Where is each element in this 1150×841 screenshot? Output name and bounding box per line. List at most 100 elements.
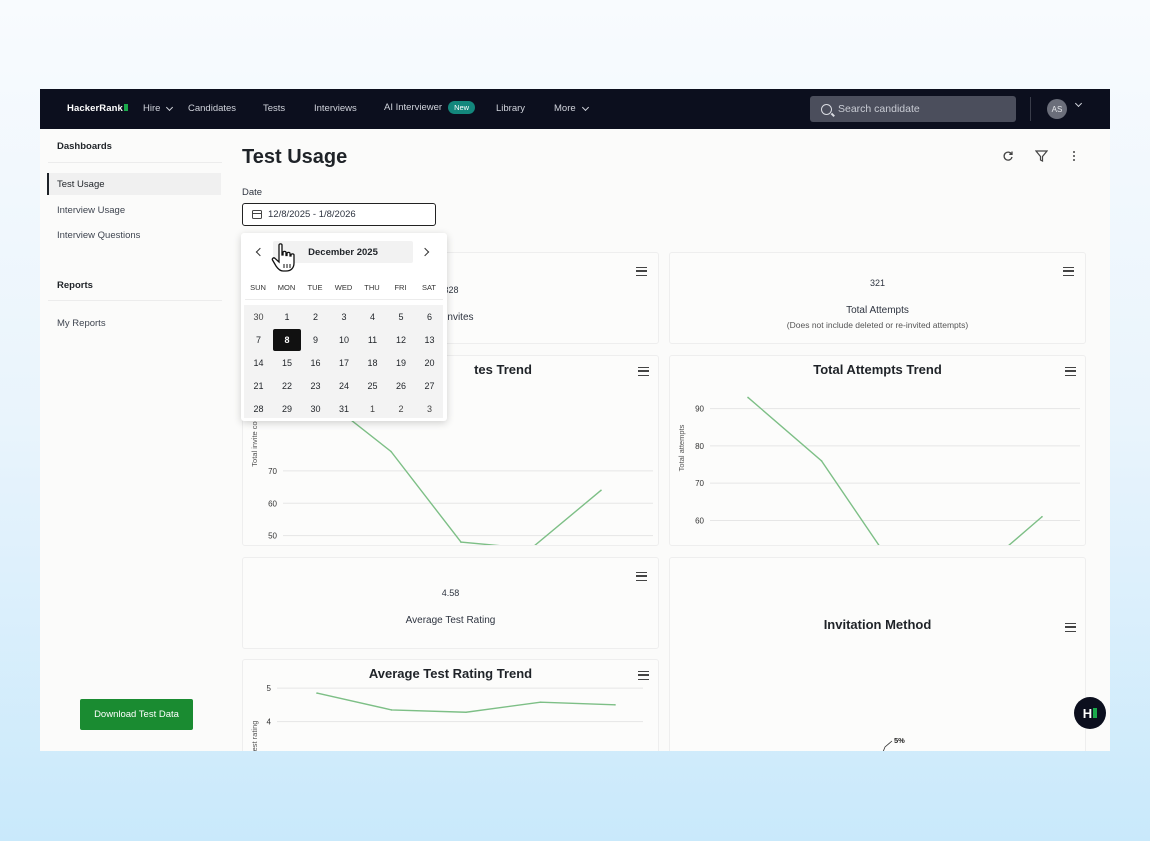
calendar-day[interactable]: 18	[367, 358, 378, 368]
data-point	[539, 701, 542, 703]
calendar-day[interactable]: 7	[255, 335, 261, 345]
y-tick-label: 4	[267, 718, 272, 727]
nav-library[interactable]: Library	[496, 103, 526, 114]
calendar-day[interactable]: 10	[338, 335, 349, 345]
calendar-icon	[252, 210, 262, 219]
y-axis-label: est rating	[250, 721, 259, 751]
y-tick-label: 80	[695, 442, 704, 451]
more-options-icon[interactable]	[1072, 150, 1076, 165]
calendar-day[interactable]: 1	[284, 312, 290, 322]
menu-icon[interactable]	[1063, 267, 1074, 276]
menu-icon[interactable]	[1065, 367, 1076, 376]
calendar-day[interactable]: 24	[338, 381, 349, 391]
menu-icon[interactable]	[636, 572, 647, 581]
calendar-day[interactable]: 3	[341, 312, 347, 322]
calendar-day[interactable]: 20	[424, 358, 435, 368]
app-window: HackerRank Hire Candidates Tests Intervi…	[40, 89, 1110, 751]
menu-icon[interactable]	[1065, 623, 1076, 632]
calendar-day[interactable]: 2	[312, 312, 318, 322]
calendar-day[interactable]: 9	[312, 335, 318, 345]
calendar-day[interactable]: 22	[281, 381, 292, 391]
nav-ai-interviewer[interactable]: AI Interviewer New	[384, 101, 476, 114]
weekday-header: SUN	[250, 283, 266, 292]
calendar-grid	[244, 305, 443, 418]
date-range-value: 12/8/2025 - 1/8/2026	[268, 209, 356, 220]
series-line	[747, 396, 1043, 545]
menu-icon[interactable]	[638, 671, 649, 680]
hackerrank-logo[interactable]: HackerRank	[67, 103, 128, 114]
chart-title: Total Attempts Trend	[813, 362, 942, 377]
calendar-day[interactable]: 21	[253, 381, 264, 391]
calendar-day[interactable]: 11	[367, 335, 378, 345]
calendar-day[interactable]: 6	[426, 312, 432, 322]
sidebar-item-interview-questions[interactable]: Interview Questions	[57, 229, 141, 241]
calendar-day[interactable]: 31	[338, 404, 349, 414]
weekday-header: TUE	[307, 283, 323, 292]
divider	[48, 162, 222, 163]
calendar-day[interactable]: 27	[424, 381, 435, 391]
date-range-picker[interactable]: 12/8/2025 - 1/8/2026	[242, 203, 436, 226]
avatar[interactable]: AS	[1047, 99, 1067, 119]
calendar-day[interactable]: 28	[253, 404, 264, 414]
weekday-header: SAT	[421, 283, 437, 292]
average-test-rating-card: 4.58 Average Test Rating	[242, 557, 659, 649]
data-point	[390, 709, 393, 711]
sidebar-item-interview-usage[interactable]: Interview Usage	[57, 204, 126, 216]
y-axis-label: Total invite co	[250, 421, 259, 466]
calendar-day[interactable]: 29	[281, 404, 292, 414]
sidebar-item-test-usage[interactable]: Test Usage	[47, 173, 221, 195]
menu-icon[interactable]	[638, 367, 649, 376]
calendar-day[interactable]: 30	[253, 312, 264, 322]
calendar-day[interactable]: 8	[273, 329, 301, 351]
nav-hire[interactable]: Hire	[143, 103, 174, 114]
help-chat-button[interactable]: H	[1074, 697, 1106, 729]
nav-candidates[interactable]: Candidates	[188, 103, 237, 114]
nav-more[interactable]: More	[554, 103, 589, 114]
total-attempts-trend-card: Total Attempts Trend 4050607080902025-50…	[669, 355, 1086, 546]
download-test-data-button[interactable]: Download Test Data	[80, 699, 193, 730]
chevron-right-icon[interactable]	[420, 247, 430, 257]
calendar-day[interactable]: 2	[398, 404, 404, 414]
chart-title: Average Test Rating Trend	[368, 666, 533, 681]
data-point	[390, 450, 392, 453]
calendar-day[interactable]: 4	[369, 312, 375, 322]
filter-icon[interactable]	[1034, 150, 1049, 165]
calendar-day[interactable]: 13	[424, 335, 435, 345]
calendar-day[interactable]: 30	[310, 404, 321, 414]
menu-icon[interactable]	[636, 267, 647, 276]
nav-tests[interactable]: Tests	[263, 103, 286, 114]
calendar-day[interactable]: 15	[281, 358, 292, 368]
data-point	[820, 460, 823, 462]
search-placeholder: Search candidate	[838, 103, 920, 115]
calendar-day[interactable]: 26	[395, 381, 406, 391]
calendar-day[interactable]: 25	[367, 381, 378, 391]
weekday-header: THU	[364, 283, 380, 292]
data-point	[460, 541, 462, 543]
calendar-day[interactable]: 23	[310, 381, 321, 391]
refresh-icon[interactable]	[1002, 150, 1014, 165]
pie-label: 5%	[894, 736, 905, 745]
calendar-month-label[interactable]: December 2025	[273, 241, 413, 263]
calendar-day[interactable]: 12	[395, 335, 406, 345]
calendar-day[interactable]: 3	[426, 404, 432, 414]
calendar-day[interactable]: 16	[310, 358, 321, 368]
chevron-down-icon[interactable]	[1074, 99, 1083, 108]
calendar-day[interactable]: 1	[369, 404, 375, 414]
nav-interviews[interactable]: Interviews	[314, 103, 357, 114]
search-input[interactable]: Search candidate	[810, 96, 1016, 122]
y-tick-label: 70	[268, 467, 277, 476]
total-attempts-card: 321 Total Attempts (Does not include del…	[669, 252, 1086, 344]
sidebar-item-my-reports[interactable]: My Reports	[57, 317, 106, 329]
y-tick-label: 50	[268, 532, 277, 541]
top-navbar: HackerRank Hire Candidates Tests Intervi…	[40, 89, 1110, 129]
chevron-left-icon[interactable]	[255, 247, 265, 257]
chart-title: tes Trend	[474, 362, 532, 377]
calendar-day[interactable]: 14	[253, 358, 264, 368]
chart-title: Invitation Method	[823, 617, 932, 632]
calendar-day[interactable]: 17	[338, 358, 349, 368]
page-title: Test Usage	[242, 146, 348, 168]
total-attempts-label: Total Attempts	[846, 305, 909, 316]
calendar-day[interactable]: 5	[398, 312, 404, 322]
calendar-day[interactable]: 19	[395, 358, 406, 368]
data-point	[1041, 515, 1043, 518]
